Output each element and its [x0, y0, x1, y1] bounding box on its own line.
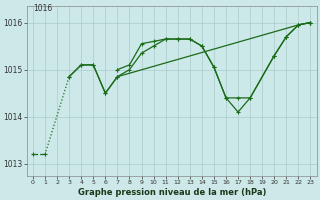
- Text: 1016: 1016: [33, 4, 52, 13]
- X-axis label: Graphe pression niveau de la mer (hPa): Graphe pression niveau de la mer (hPa): [77, 188, 266, 197]
